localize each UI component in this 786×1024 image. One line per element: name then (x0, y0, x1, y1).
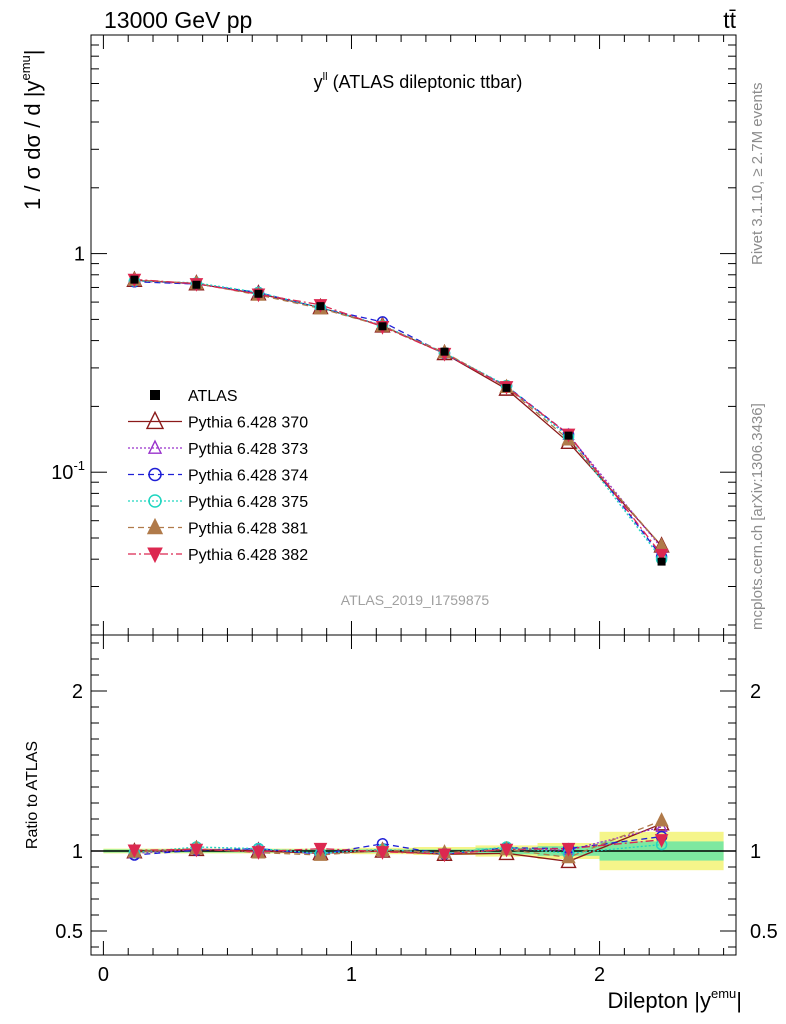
legend-entry: Pythia 6.428 374 (128, 468, 308, 485)
legend-entry: Pythia 6.428 381 (128, 517, 308, 538)
ratio-plot-panel: 0 1 2 0.5 0.5 1 1 2 2 Ratio to ATLAS Dilepton |y… (24, 634, 778, 1013)
legend-marker (148, 494, 162, 508)
legend-label: Pythia 6.428 370 (188, 415, 308, 432)
main-plot-title: yll (ATLAS dileptonic ttbar) (314, 71, 523, 92)
ratio-data-point (375, 846, 390, 860)
legend-marker (145, 410, 165, 430)
ratio-data-point (561, 842, 576, 857)
ratio-y-axis-label: Ratio to ATLAS (24, 741, 41, 849)
legend-marker (148, 467, 162, 482)
analysis-id-label: ATLAS_2019_I1759875 (341, 592, 490, 608)
atlas-data-point (564, 431, 573, 440)
ratio-y-tick-label: 0.5 (55, 921, 83, 943)
ratio-series-markers (126, 812, 670, 869)
atlas-data-point (254, 289, 263, 298)
legend-entry: Pythia 6.428 382 (128, 547, 308, 564)
ratio-series-line (134, 823, 662, 863)
legend-label: Pythia 6.428 381 (188, 521, 308, 538)
ratio-data-point (127, 844, 142, 859)
legend-entry: Pythia 6.428 370 (128, 410, 308, 432)
legend-entry: Pythia 6.428 375 (128, 494, 308, 511)
ratio-series-line (134, 839, 662, 855)
ratio-data-point (313, 842, 328, 857)
atlas-data-point (192, 280, 201, 289)
ratio-data-point (654, 812, 669, 827)
main-axis-ticks: 1 10-1 (51, 34, 736, 635)
ratio-y-tick-label-right: 0.5 (750, 921, 778, 943)
main-plot-panel: 1 10-1 yll (ATLAS dileptonic ttbar) 1 / σ… (18, 34, 737, 636)
x-tick-label: 2 (594, 964, 605, 986)
legend-marker (147, 439, 163, 454)
atlas-data-point (130, 275, 139, 284)
main-plot-frame (90, 34, 737, 636)
ratio-data-point (499, 843, 514, 858)
atlas-data-point (316, 302, 325, 311)
legend-label: Pythia 6.428 375 (188, 494, 308, 511)
ratio-data-point (251, 846, 266, 860)
x-tick-label: 1 (346, 964, 357, 986)
legend-label: Pythia 6.428 374 (188, 468, 308, 485)
ratio-axis-ticks: 0 1 2 0.5 0.5 1 1 2 2 (55, 635, 778, 986)
atlas-data-point (502, 383, 511, 392)
legend-marker (146, 517, 164, 535)
ratio-y-tick-label: 2 (72, 681, 83, 703)
atlas-data-point (440, 347, 449, 356)
mcplots-label: mcplots.cern.ch [arXiv:1306.3436] (749, 403, 766, 630)
atlas-data-point (378, 322, 387, 331)
main-y-tick-label: 10-1 (51, 458, 85, 484)
ratio-data-point (654, 834, 669, 848)
main-data-point (654, 548, 669, 563)
legend-label: Pythia 6.428 373 (188, 441, 308, 458)
legend-label: Pythia 6.428 382 (188, 547, 308, 564)
ratio-y-tick-label: 1 (72, 841, 83, 863)
atlas-data-point (657, 557, 666, 566)
main-series-line (134, 278, 663, 555)
energy-label: 13000 GeV pp (104, 7, 252, 33)
legend-label: ATLAS (188, 388, 238, 405)
main-series-markers (126, 270, 670, 566)
x-axis-label: Dilepton |yemu| (607, 986, 742, 1013)
ratio-plot-frame (90, 634, 737, 956)
main-y-tick-label: 1 (74, 244, 85, 266)
legend: ATLAS Pythia 6.428 370 Pythia 6.428 373 Pyt… (128, 388, 308, 564)
ratio-data-point (437, 848, 452, 863)
ratio-y-tick-label-right: 2 (750, 681, 761, 703)
legend-entry: ATLAS (150, 388, 238, 405)
rivet-version-label: Rivet 3.1.10, ≥ 2.7M events (749, 83, 766, 266)
ratio-data-point (189, 843, 204, 858)
ratio-y-tick-label-right: 1 (750, 841, 761, 863)
ratio-series-curves (134, 819, 662, 863)
legend-marker (150, 390, 160, 400)
legend-marker (147, 547, 163, 564)
process-label: tt̄ (723, 7, 736, 33)
x-tick-label: 0 (98, 964, 109, 986)
main-y-axis-label: 1 / σ dσ / d |yemu| (18, 50, 45, 211)
legend-entry: Pythia 6.428 373 (128, 439, 308, 458)
